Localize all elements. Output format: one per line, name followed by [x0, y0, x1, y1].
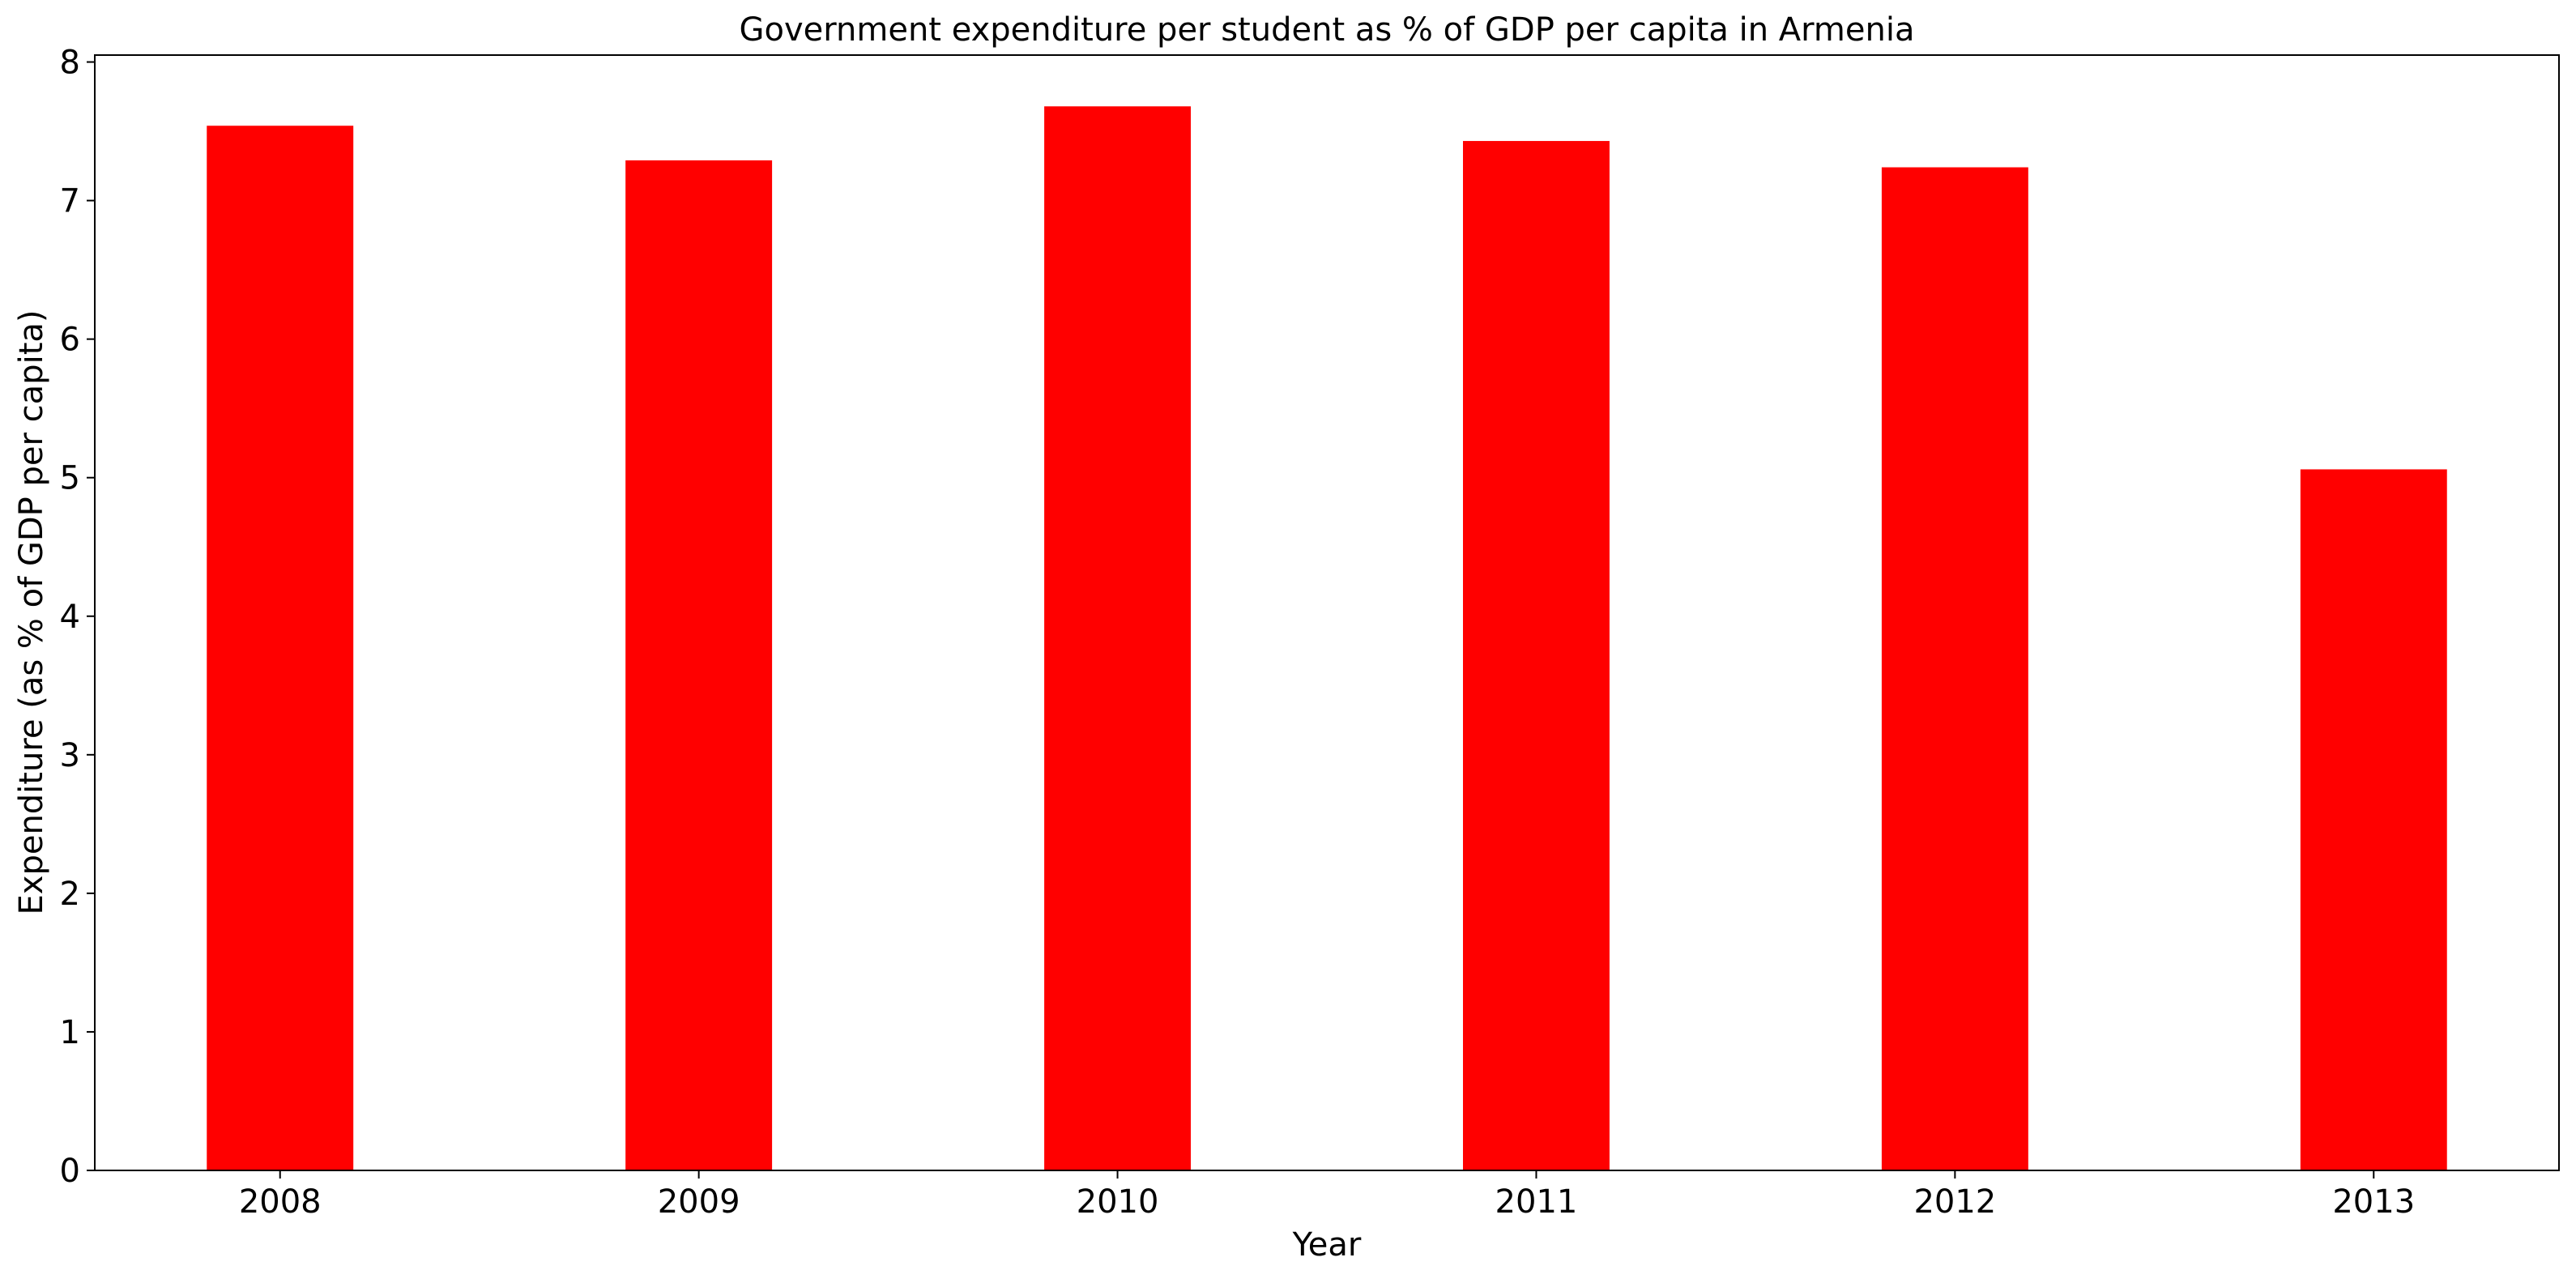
- y-axis-label: Expenditure (as % of GDP per capita): [13, 310, 50, 915]
- chart-title: Government expenditure per student as % …: [740, 11, 1915, 49]
- bar-series: [207, 106, 2447, 1171]
- x-tick-label: 2013: [2332, 1183, 2415, 1221]
- bar-2009: [625, 160, 773, 1171]
- x-axis: 2008 2009 2010 2011 2012 2013: [239, 1170, 2415, 1221]
- bar-2011: [1462, 141, 1610, 1170]
- y-tick-label: 3: [60, 737, 80, 774]
- y-tick-label: 2: [60, 876, 80, 913]
- y-tick-label: 5: [60, 460, 80, 497]
- y-tick-label: 7: [60, 183, 80, 220]
- y-tick-label: 8: [60, 45, 80, 82]
- x-tick-label: 2011: [1495, 1183, 1578, 1221]
- x-tick-label: 2008: [239, 1183, 322, 1221]
- y-axis: 0 1 2 3 4 5 6 7 8: [60, 45, 95, 1190]
- bar-2013: [2300, 469, 2447, 1170]
- y-tick-label: 0: [60, 1153, 80, 1190]
- y-tick-label: 4: [60, 599, 80, 636]
- plot-frame: [94, 54, 2560, 1171]
- x-tick-label: 2009: [658, 1183, 740, 1221]
- x-tick-label: 2010: [1077, 1183, 1159, 1221]
- x-axis-label: Year: [1292, 1226, 1362, 1264]
- y-tick-label: 6: [60, 322, 80, 359]
- bar-2012: [1881, 167, 2028, 1170]
- x-tick-label: 2012: [1913, 1183, 1996, 1221]
- bar-2008: [207, 126, 354, 1170]
- bar-2010: [1044, 106, 1192, 1171]
- y-tick-label: 1: [60, 1014, 80, 1051]
